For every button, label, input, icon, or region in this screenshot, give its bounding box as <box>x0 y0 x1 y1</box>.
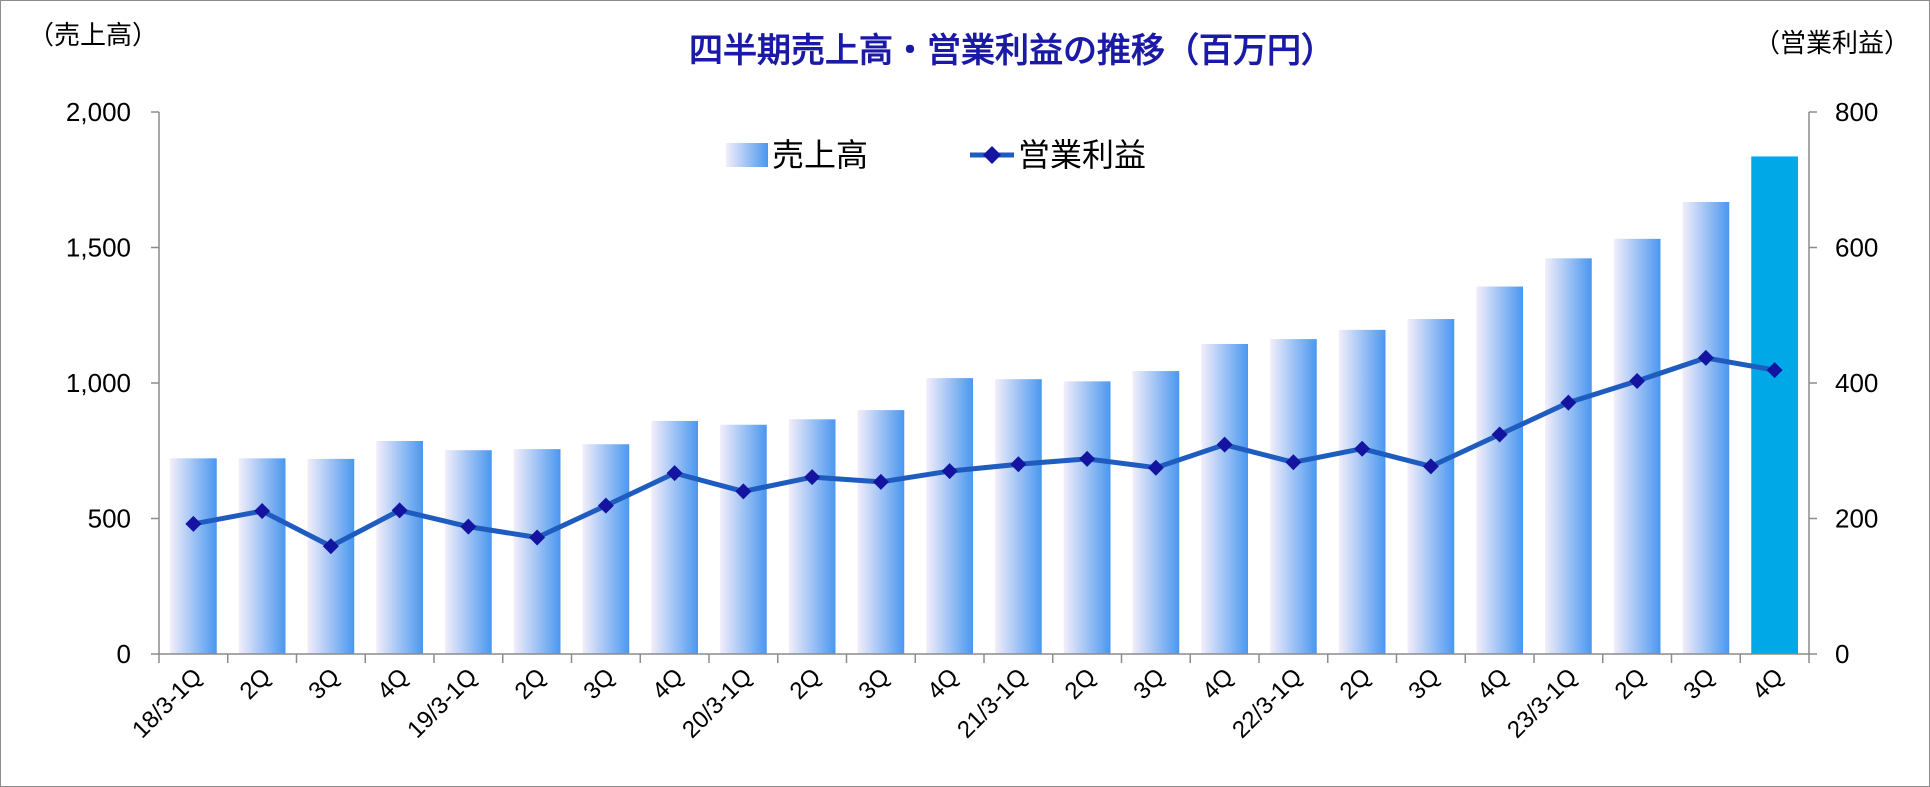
left-tick-label: 500 <box>88 504 131 534</box>
sales-bar <box>513 449 561 654</box>
x-tick-label: 3Q <box>578 663 620 705</box>
operating-profit-marker <box>941 463 958 480</box>
legend-sales-swatch <box>726 143 768 167</box>
operating-profit-marker <box>597 497 614 514</box>
operating-profit-marker <box>1766 362 1783 379</box>
x-tick-label: 3Q <box>1678 663 1720 705</box>
sales-bar <box>238 458 286 654</box>
x-tick-label: 2Q <box>510 663 552 705</box>
x-tick-label: 22/3-1Q <box>1227 663 1307 743</box>
x-tick-label: 2Q <box>1060 663 1102 705</box>
left-axis-unit-label: （売上高） <box>28 21 158 51</box>
sales-bar <box>1201 343 1248 654</box>
right-axis-unit-label: （営業利益） <box>1754 29 1910 59</box>
operating-profit-marker <box>254 503 271 520</box>
sales-bar <box>995 379 1042 654</box>
legend-profit-marker <box>983 146 1001 164</box>
operating-profit-marker <box>1216 436 1233 453</box>
operating-profit-marker <box>1491 426 1508 443</box>
operating-profit-marker <box>804 469 821 486</box>
operating-profit-marker <box>322 538 339 555</box>
sales-bar <box>1338 329 1386 654</box>
sales-bar <box>1270 339 1317 654</box>
operating-profit-marker <box>735 483 752 500</box>
x-tick-label: 4Q <box>372 663 414 705</box>
legend-profit-label: 営業利益 <box>1018 136 1146 174</box>
sales-bar <box>926 378 973 654</box>
x-tick-label: 4Q <box>1197 663 1239 705</box>
x-tick-label: 3Q <box>853 663 895 705</box>
x-tick-label: 4Q <box>1472 663 1514 705</box>
x-tick-label: 2Q <box>235 663 277 705</box>
operating-profit-marker <box>1697 349 1714 366</box>
sales-bar <box>1407 319 1455 654</box>
x-tick-label: 4Q <box>922 663 964 705</box>
sales-bar <box>307 458 355 654</box>
operating-profit-polyline <box>192 355 1776 549</box>
x-tick-label: 2Q <box>1610 663 1652 705</box>
right-tick-label: 200 <box>1835 504 1878 534</box>
sales-bar <box>1132 371 1180 654</box>
sales-bar <box>1476 286 1523 654</box>
operating-profit-marker <box>1422 458 1439 475</box>
x-tick-label: 23/3-1Q <box>1502 663 1582 743</box>
left-tick-label: 1,000 <box>66 368 131 398</box>
legend-sales-label: 売上高 <box>772 136 868 174</box>
right-axis-ticks: 0 200 400 600 800 <box>1809 97 1878 669</box>
sales-bar <box>651 420 698 654</box>
chart-title: 四半期売上高・営業利益の推移（百万円） <box>689 31 1335 71</box>
left-tick-label: 0 <box>117 639 131 669</box>
right-tick-label: 600 <box>1835 233 1878 263</box>
sales-bar <box>1545 258 1592 654</box>
x-tick-label: 3Q <box>303 663 345 705</box>
x-tick-label: 2Q <box>1335 663 1377 705</box>
operating-profit-marker <box>1354 440 1371 457</box>
sales-bar <box>857 410 905 654</box>
x-tick-label: 21/3-1Q <box>952 663 1032 743</box>
sales-bar <box>1682 201 1730 655</box>
operating-profit-marker <box>1079 450 1096 467</box>
operating-profit-marker <box>529 529 546 546</box>
sales-bar <box>582 444 630 654</box>
x-tick-label: 3Q <box>1403 663 1445 705</box>
sales-bar <box>720 424 767 654</box>
sales-bars <box>170 156 1798 655</box>
sales-bar <box>445 450 492 654</box>
legend: 売上高 営業利益 <box>726 136 1146 174</box>
x-tick-label: 2Q <box>785 663 827 705</box>
right-tick-label: 800 <box>1835 97 1878 127</box>
x-tick-label: 4Q <box>647 663 689 705</box>
operating-profit-marker <box>460 518 477 535</box>
left-axis-ticks: 0 500 1,000 1,500 2,000 <box>66 97 159 669</box>
x-tick-label: 4Q <box>1747 663 1789 705</box>
left-tick-label: 2,000 <box>66 97 131 127</box>
right-tick-label: 400 <box>1835 368 1878 398</box>
sales-bar <box>376 440 423 654</box>
operating-profit-marker <box>1147 459 1164 476</box>
operating-profit-marker <box>1629 372 1646 389</box>
operating-profit-marker <box>185 515 202 532</box>
operating-profit-line <box>185 349 1783 555</box>
right-tick-label: 0 <box>1835 639 1849 669</box>
sales-bar <box>788 419 836 654</box>
operating-profit-marker <box>872 473 889 490</box>
sales-bar <box>1613 238 1661 654</box>
sales-bar <box>1751 156 1798 654</box>
operating-profit-marker <box>1010 456 1027 473</box>
sales-bar <box>170 458 217 654</box>
operating-profit-marker <box>1285 454 1302 471</box>
x-tick-label: 20/3-1Q <box>677 663 757 743</box>
operating-profit-marker <box>391 502 408 519</box>
operating-profit-marker <box>666 465 683 482</box>
left-tick-label: 1,500 <box>66 233 131 263</box>
x-tick-label: 18/3-1Q <box>127 663 207 743</box>
sales-bar <box>1063 381 1111 654</box>
x-tick-label: 3Q <box>1128 663 1170 705</box>
x-tick-label: 19/3-1Q <box>402 663 482 743</box>
operating-profit-marker <box>1560 394 1577 411</box>
